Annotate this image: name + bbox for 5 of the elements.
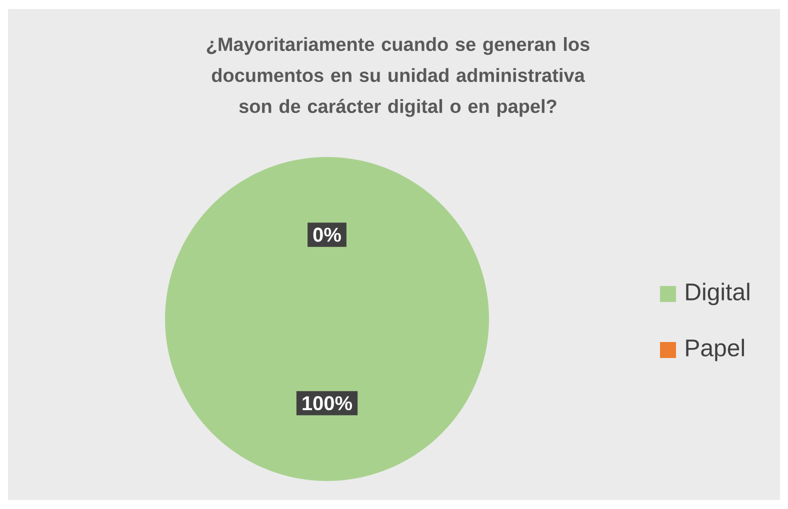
legend-label: Papel xyxy=(686,338,744,362)
legend-label: Digital xyxy=(686,282,750,306)
chart-title: ¿Mayoritariamente cuando se generan los documentos en su unidad administrativa son de carácter digital o en papel? xyxy=(206,37,590,117)
data-label: 100% xyxy=(302,396,352,410)
text: 0% xyxy=(313,228,341,242)
